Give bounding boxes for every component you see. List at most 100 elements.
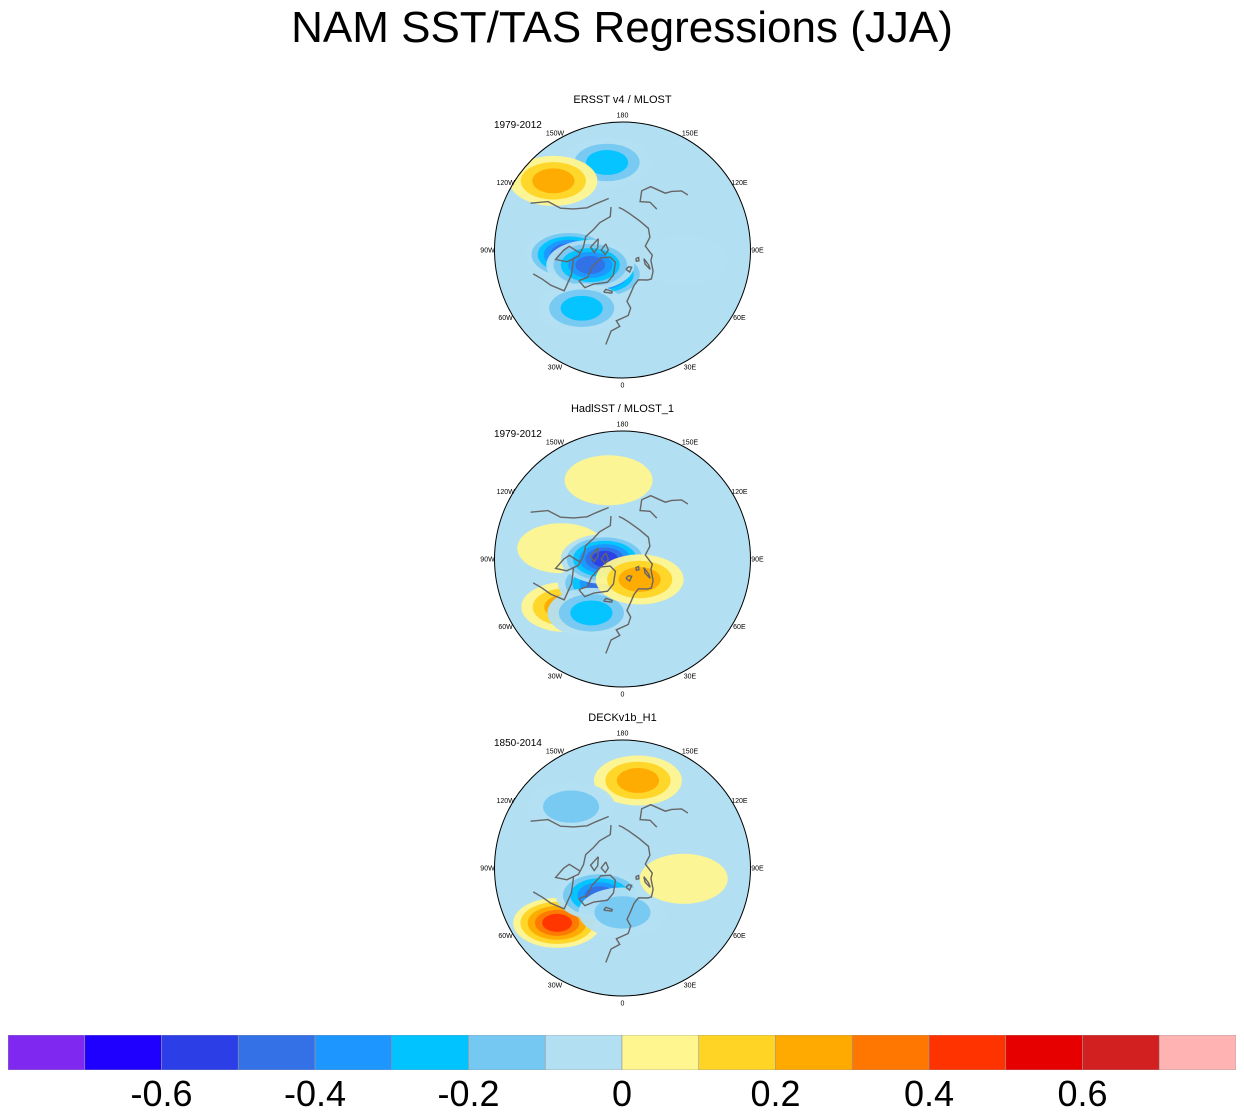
colorbar-swatch bbox=[468, 1035, 546, 1070]
coastline bbox=[530, 815, 609, 828]
coastline bbox=[639, 185, 689, 210]
coastline bbox=[605, 824, 654, 963]
coastline bbox=[603, 597, 614, 603]
panel-title: ERSST v4 / MLOST bbox=[573, 94, 672, 106]
coastline bbox=[625, 265, 633, 274]
longitude-label: 150E bbox=[682, 131, 699, 138]
colorbar-swatch bbox=[928, 1035, 1007, 1070]
coastline bbox=[603, 288, 614, 294]
anomaly-north-atlantic-negative bbox=[570, 600, 613, 626]
colorbar-swatch bbox=[1158, 1035, 1236, 1070]
colorbar-swatch bbox=[391, 1035, 469, 1070]
coastline bbox=[639, 803, 689, 828]
longitude-label: 30E bbox=[684, 673, 697, 680]
longitude-label: 90E bbox=[751, 866, 764, 873]
polar-map: 180 150E 120E 90E 60E 30E 0 30W 60W 90W 120W 150W bbox=[480, 113, 764, 390]
map-panel-ersst: ERSST v4 / MLOST 1979-2012 180 150E 120E 90… bbox=[470, 94, 775, 400]
longitude-label: 120W bbox=[496, 180, 515, 187]
coastline bbox=[600, 552, 610, 565]
longitude-label: 30E bbox=[684, 982, 697, 989]
coastline bbox=[554, 207, 612, 263]
colorbar-swatch bbox=[698, 1035, 776, 1070]
coastline bbox=[625, 574, 633, 583]
longitude-label: 60W bbox=[498, 315, 513, 322]
colorbar-tick-label: 0.2 bbox=[750, 1073, 801, 1114]
coastline bbox=[532, 258, 575, 292]
colorbar-tick-label: -0.2 bbox=[437, 1073, 500, 1114]
colorbar-swatch bbox=[314, 1035, 393, 1070]
colorbar-swatch bbox=[8, 1035, 86, 1070]
longitude-label: 0 bbox=[621, 1001, 625, 1008]
longitude-label: 90E bbox=[751, 557, 764, 564]
colorbar-swatch bbox=[161, 1035, 239, 1070]
longitude-label: 180 bbox=[617, 731, 629, 738]
coastline bbox=[578, 256, 617, 289]
colorbar-swatch bbox=[237, 1035, 316, 1070]
longitude-label: 180 bbox=[617, 422, 629, 429]
panel-title: HadlSST / MLOST_1 bbox=[570, 403, 675, 415]
colorbar-swatch bbox=[775, 1035, 853, 1070]
anomaly-labrador-positive-center bbox=[542, 913, 573, 932]
colorbar-tick-label: -0.6 bbox=[130, 1073, 193, 1114]
coastline bbox=[532, 567, 575, 601]
longitude-label: 60E bbox=[733, 933, 746, 940]
longitude-label: 30W bbox=[548, 673, 563, 680]
coastline bbox=[605, 206, 654, 345]
colorbar-tick-label: 0.4 bbox=[903, 1073, 955, 1114]
anomaly-eurasia-weak-negative bbox=[639, 235, 728, 286]
longitude-label: 150E bbox=[682, 440, 699, 447]
longitude-label: 60W bbox=[498, 624, 513, 631]
map-panel-deck: DECKv1b_H1 1850-2014 180 150E 120E 90E 60E 30… bbox=[470, 712, 775, 1018]
anomaly-east-pacific-negative bbox=[543, 790, 600, 823]
colorbar-swatch bbox=[621, 1035, 700, 1070]
longitude-label: 90W bbox=[480, 248, 495, 255]
longitude-label: 30W bbox=[548, 364, 563, 371]
panel-period: 1979-2012 bbox=[494, 120, 542, 131]
longitude-label: 150W bbox=[546, 440, 565, 447]
coastline bbox=[530, 506, 609, 519]
longitude-label: 90E bbox=[751, 248, 764, 255]
longitude-label: 150W bbox=[546, 749, 565, 756]
longitude-label: 120W bbox=[496, 489, 515, 496]
colorbar-tick-label: -0.4 bbox=[283, 1073, 347, 1114]
coastline bbox=[600, 243, 610, 256]
longitude-label: 60E bbox=[733, 315, 746, 322]
anomaly-north-atlantic-negative bbox=[560, 295, 603, 321]
anomaly-barents-positive bbox=[618, 566, 661, 592]
coastline bbox=[605, 515, 654, 654]
coastline bbox=[643, 567, 651, 579]
longitude-label: 120E bbox=[731, 798, 748, 805]
coastline bbox=[639, 494, 689, 519]
anomaly-north-pacific-positive-center bbox=[616, 768, 660, 793]
coastline bbox=[643, 258, 651, 270]
coastline bbox=[578, 874, 617, 907]
colorbar bbox=[8, 1035, 1236, 1070]
anomaly-eurasia-weak-positive bbox=[639, 853, 728, 904]
longitude-label: 30E bbox=[684, 364, 697, 371]
longitude-label: 90W bbox=[480, 557, 495, 564]
colorbar-swatch bbox=[1082, 1035, 1160, 1070]
anomaly-north-pacific-negative-center bbox=[585, 150, 629, 175]
longitude-label: 60E bbox=[733, 624, 746, 631]
colorbar-swatch bbox=[84, 1035, 162, 1070]
coastline bbox=[554, 825, 612, 881]
longitude-label: 120E bbox=[731, 489, 748, 496]
longitude-label: 150W bbox=[546, 131, 565, 138]
colorbar-swatch bbox=[851, 1035, 930, 1070]
longitude-label: 150E bbox=[682, 749, 699, 756]
coastline bbox=[589, 547, 599, 563]
longitude-label: 120E bbox=[731, 180, 748, 187]
coastline bbox=[625, 883, 633, 892]
coastline bbox=[603, 906, 614, 912]
longitude-label: 30W bbox=[548, 982, 563, 989]
colorbar-labels: -0.6 -0.4 -0.2 0 0.2 0.4 0.6 bbox=[0, 1072, 1244, 1116]
map-panel-hadisst: HadlSST / MLOST_1 1979-2012 180 150E 120E 9… bbox=[470, 403, 775, 709]
colorbar-swatch bbox=[1005, 1035, 1083, 1070]
anomaly-norway-negative bbox=[594, 896, 651, 929]
coastline bbox=[578, 565, 617, 598]
anomaly-north-pacific-weak-positive bbox=[564, 455, 653, 506]
coastline bbox=[643, 876, 651, 888]
colorbar-tick-label: 0.6 bbox=[1057, 1073, 1108, 1114]
main-title: NAM SST/TAS Regressions (JJA) bbox=[291, 3, 953, 52]
panel-title: DECKv1b_H1 bbox=[588, 712, 657, 724]
